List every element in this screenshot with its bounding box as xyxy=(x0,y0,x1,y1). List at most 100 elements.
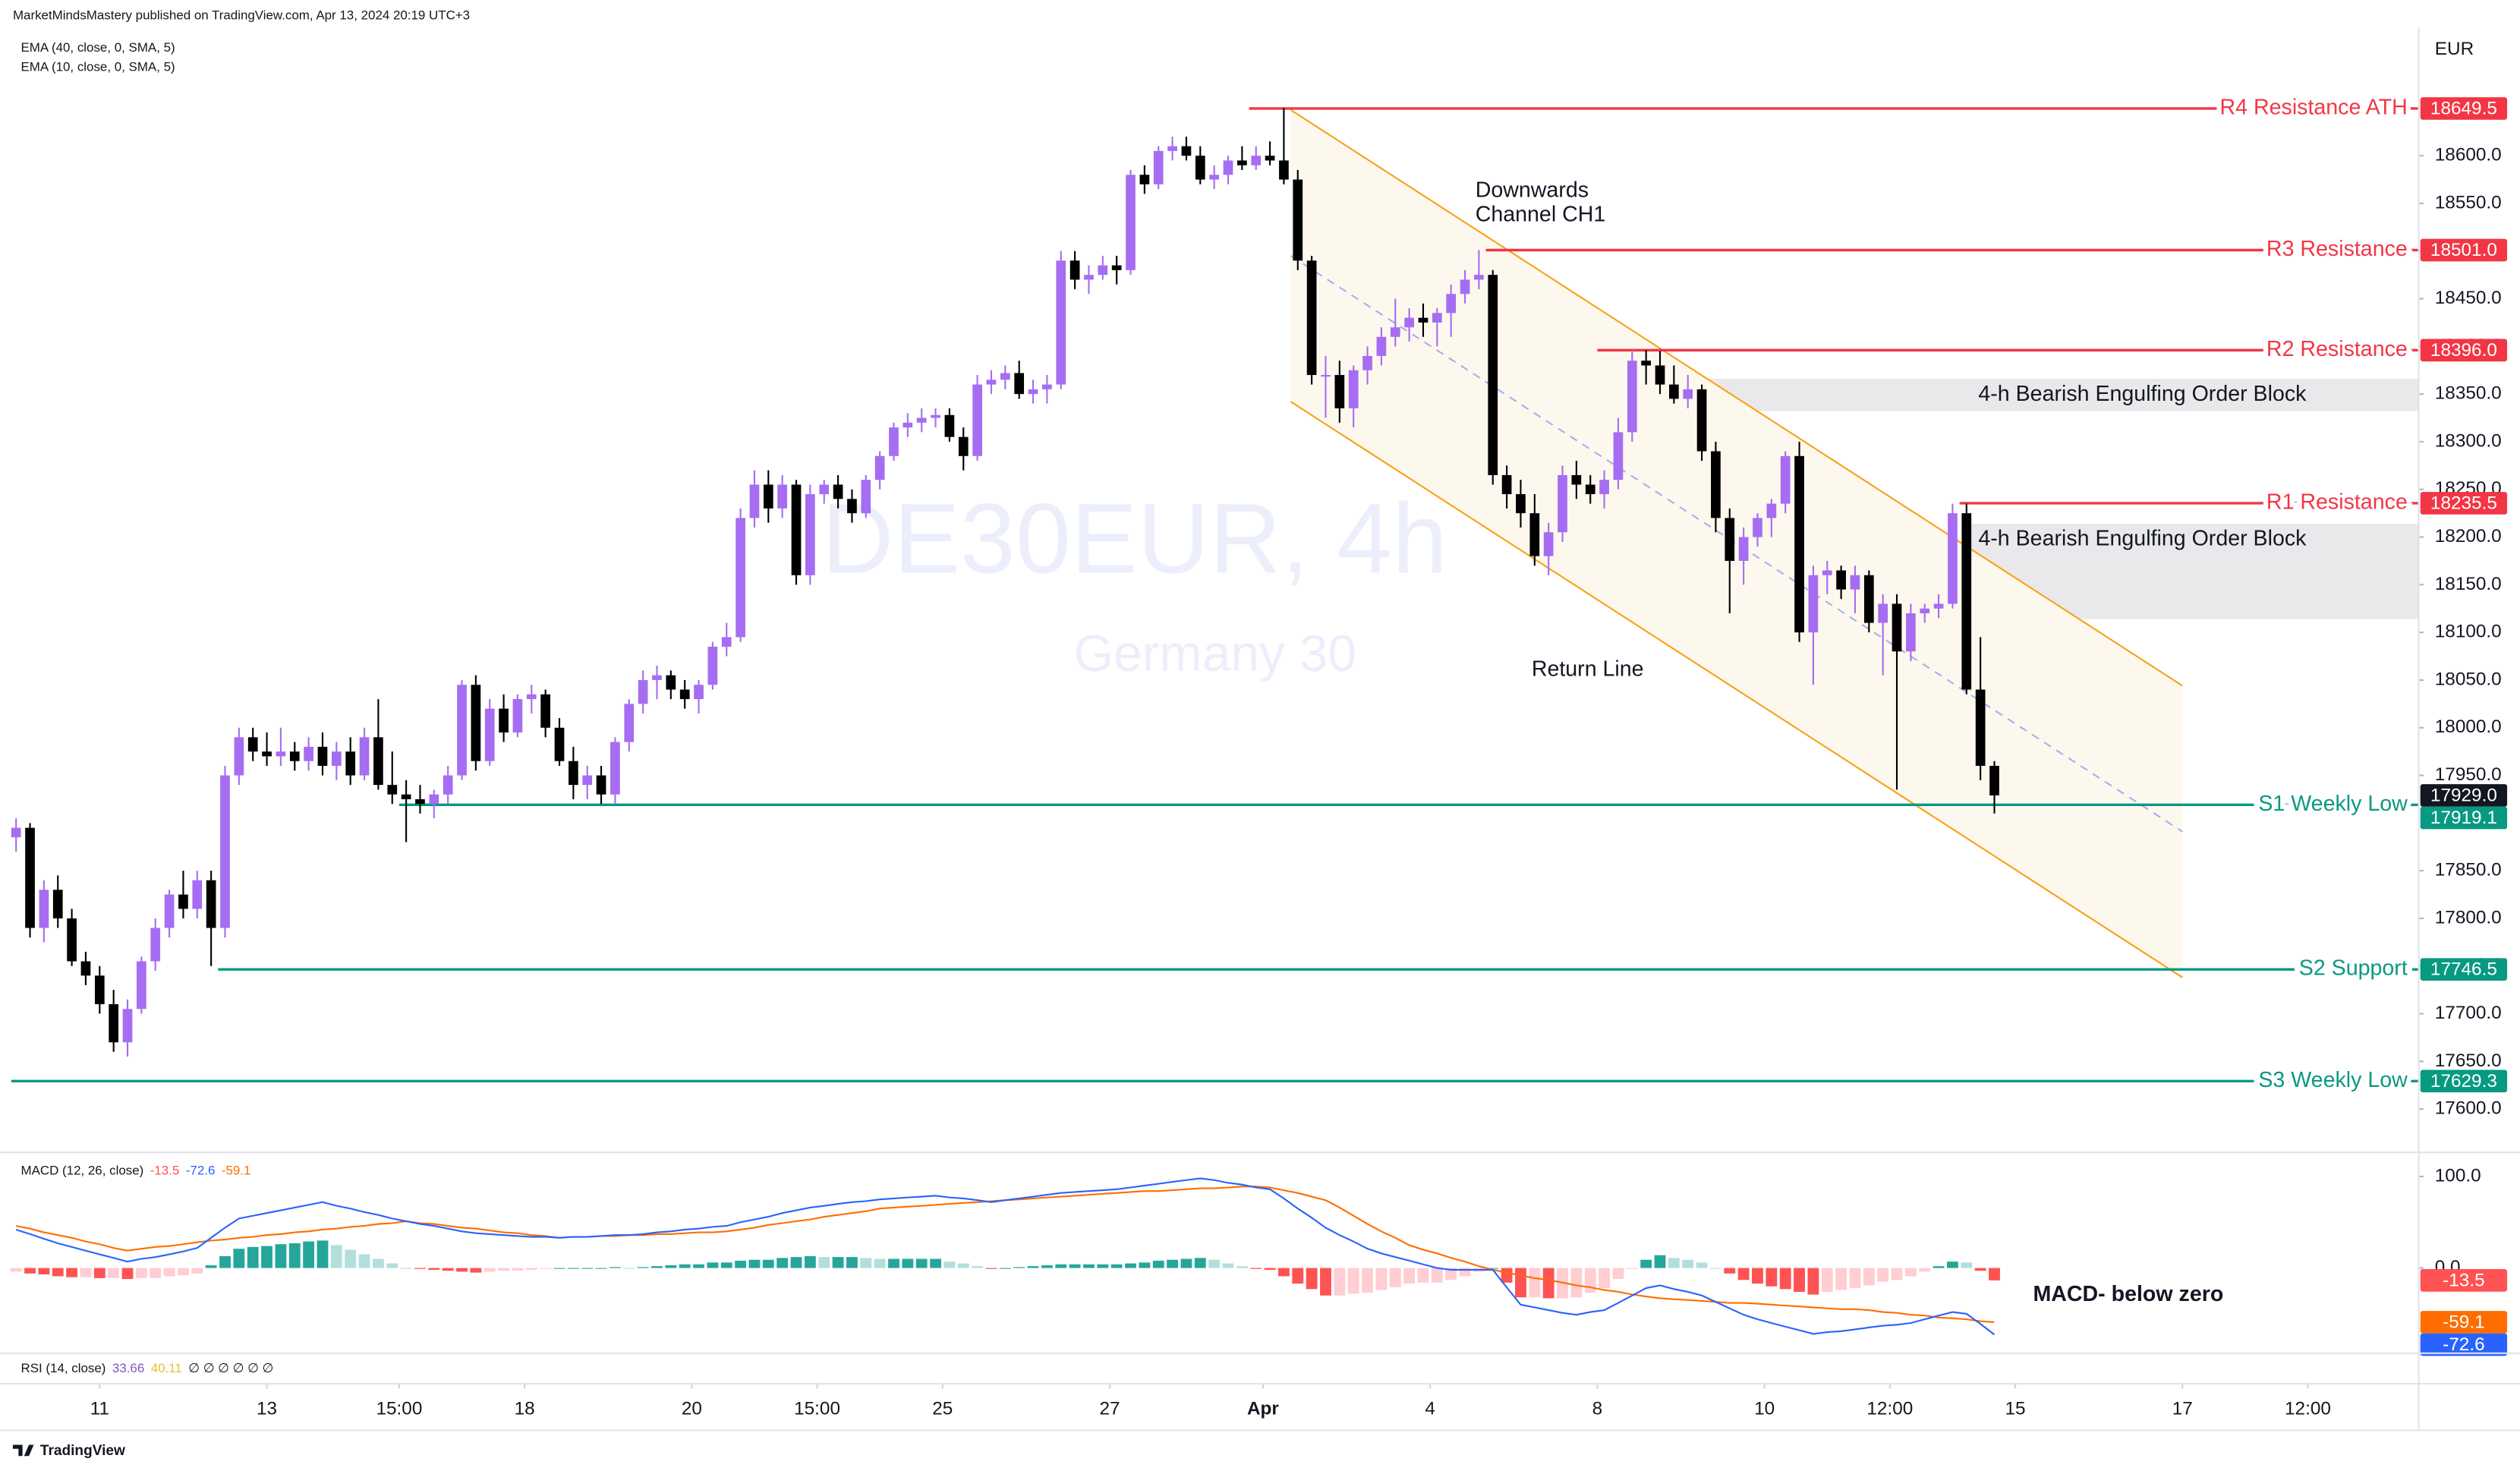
macd-legend-value: -13.5 xyxy=(150,1164,180,1178)
histogram-bar xyxy=(1139,1262,1151,1268)
histogram-bar xyxy=(1877,1268,1889,1282)
histogram-bar xyxy=(24,1268,36,1274)
candle-body xyxy=(1209,175,1220,180)
price-tag xyxy=(2420,97,2508,120)
candle-body xyxy=(1975,689,1986,766)
candle-body xyxy=(624,704,635,742)
y-tick-label: 18200.0 xyxy=(2435,526,2502,547)
histogram-bar xyxy=(595,1268,607,1269)
histogram-bar xyxy=(1389,1268,1401,1287)
candle-body xyxy=(1808,575,1819,633)
histogram-bar xyxy=(1362,1268,1373,1293)
histogram-bar xyxy=(1612,1268,1624,1280)
histogram-bar xyxy=(1904,1268,1917,1277)
histogram-bar xyxy=(1919,1268,1931,1272)
price-tag xyxy=(2420,1311,2508,1334)
indicator-legend: EMA (40, close, 0, SMA, 5) xyxy=(21,40,175,55)
candle-body xyxy=(1376,336,1387,356)
histogram-bar xyxy=(261,1246,272,1268)
candle-body xyxy=(1920,608,1930,614)
candle-body xyxy=(833,484,843,499)
candle-body xyxy=(1446,294,1457,313)
y-tick-label: 17700.0 xyxy=(2435,1003,2502,1023)
candle-body xyxy=(1850,575,1860,590)
candle-body xyxy=(902,422,913,428)
x-tick-label: 20 xyxy=(682,1398,702,1419)
price-tag xyxy=(2420,1069,2508,1093)
x-tick-label: 11 xyxy=(90,1398,109,1419)
order-block-label: 4-h Bearish Engulfing Order Block xyxy=(1978,527,2307,551)
histogram-bar xyxy=(1807,1268,1819,1295)
candle-body xyxy=(331,751,342,766)
level-label: R4 Resistance ATH xyxy=(2220,96,2408,120)
x-tick-label: Apr xyxy=(1247,1398,1279,1419)
candle-body xyxy=(763,484,773,509)
candle-body xyxy=(777,484,788,509)
histogram-bar xyxy=(902,1258,914,1268)
histogram-bar xyxy=(860,1258,872,1268)
candle-body xyxy=(1460,279,1470,295)
candle-body xyxy=(847,499,857,514)
candle-body xyxy=(1989,765,1999,795)
histogram-bar xyxy=(1403,1268,1416,1284)
candle-body xyxy=(819,484,830,495)
x-tick-label: 10 xyxy=(1754,1398,1775,1419)
candle-body xyxy=(1348,370,1359,408)
price-tag xyxy=(2420,958,2508,981)
candle-body xyxy=(373,737,383,786)
candle-body xyxy=(247,737,258,752)
macd-legend-value: -72.6 xyxy=(186,1164,216,1178)
histogram-bar xyxy=(999,1268,1011,1269)
price-tag-label: 18501.0 xyxy=(2430,240,2497,260)
histogram-bar xyxy=(1974,1268,1986,1271)
candle-body xyxy=(1056,260,1066,385)
price-tag-label: 17746.5 xyxy=(2430,959,2497,980)
histogram-bar xyxy=(512,1268,524,1271)
order-block xyxy=(1709,379,2419,411)
histogram-bar xyxy=(1584,1268,1596,1293)
histogram-bar xyxy=(205,1265,217,1268)
candle-body xyxy=(652,675,662,680)
histogram-bar xyxy=(1821,1268,1833,1292)
price-tag xyxy=(2420,339,2508,362)
logo xyxy=(12,1444,34,1457)
y-tick-label: 18300.0 xyxy=(2435,430,2502,451)
candle-body xyxy=(122,1009,133,1043)
histogram-bar xyxy=(1947,1262,1958,1268)
histogram-bar xyxy=(484,1268,496,1272)
histogram-bar xyxy=(553,1268,565,1269)
candle-body xyxy=(1766,503,1777,518)
histogram-bar xyxy=(1752,1268,1763,1284)
histogram-bar xyxy=(233,1249,245,1268)
candle-body xyxy=(429,794,439,805)
annotation: Downwards xyxy=(1476,178,1589,203)
candle-body xyxy=(1306,260,1317,376)
histogram-bar xyxy=(1097,1264,1109,1268)
price-tag-label: 18396.0 xyxy=(2430,340,2497,361)
histogram-bar xyxy=(693,1264,704,1268)
y-tick-label: 18550.0 xyxy=(2435,192,2502,213)
histogram-bar xyxy=(540,1268,552,1269)
histogram-bar xyxy=(108,1268,120,1278)
candle-body xyxy=(52,890,63,918)
histogram-bar xyxy=(915,1258,928,1268)
candle-body xyxy=(1558,474,1567,533)
price-tag-label: -72.6 xyxy=(2443,1334,2484,1355)
histogram-bar xyxy=(498,1268,509,1271)
candle-body xyxy=(276,751,286,757)
x-tick-label: 12:00 xyxy=(2285,1398,2331,1419)
candle-body xyxy=(67,918,77,962)
candle-body xyxy=(1279,160,1289,180)
candle-body xyxy=(1321,375,1331,377)
histogram-bar xyxy=(1501,1268,1513,1283)
price-tag xyxy=(2420,784,2508,807)
histogram-bar xyxy=(720,1262,732,1268)
candle-body xyxy=(1599,480,1609,495)
histogram-bar xyxy=(358,1254,370,1268)
histogram-bar xyxy=(178,1268,189,1276)
price-tag-label: 18649.5 xyxy=(2430,98,2497,118)
histogram-bar xyxy=(1696,1262,1708,1268)
candle-body xyxy=(1696,389,1707,452)
candle-body xyxy=(874,455,885,480)
x-tick-label: 15:00 xyxy=(376,1398,422,1419)
